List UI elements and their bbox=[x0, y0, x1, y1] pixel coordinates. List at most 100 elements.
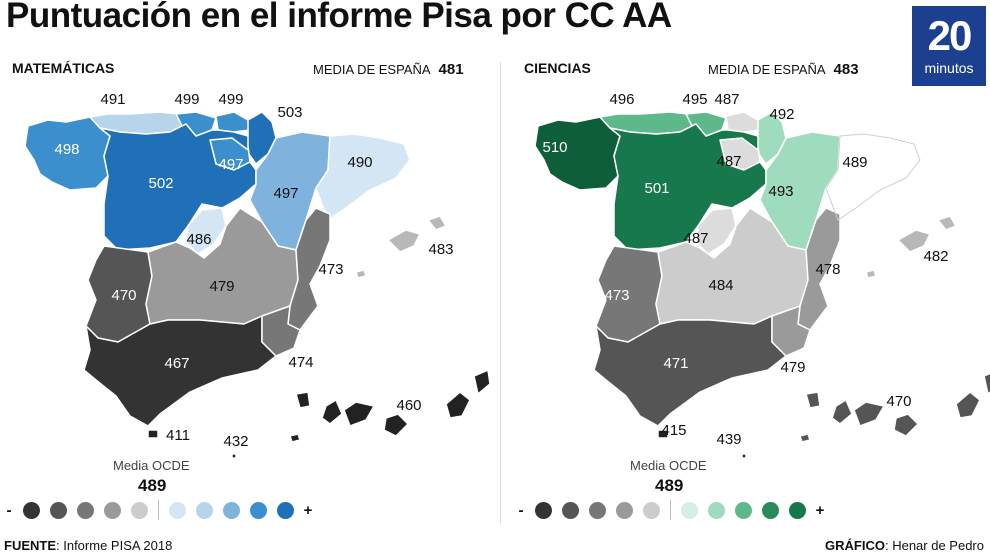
science-value-melilla: 439 bbox=[716, 431, 741, 448]
science-region-castilla-y-leon bbox=[609, 123, 767, 251]
math-value-melilla: 432 bbox=[223, 433, 248, 450]
math-scale-minus: - bbox=[6, 501, 12, 519]
science-media-label: MEDIA DE ESPAÑA bbox=[708, 62, 826, 77]
science-region-cataluna bbox=[825, 133, 921, 221]
source-text: : Informe PISA 2018 bbox=[56, 538, 173, 553]
math-value-comunidad-valenciana: 473 bbox=[318, 261, 343, 278]
science-scale-gray-dot bbox=[616, 501, 633, 519]
math-heading: MATEMÁTICAS bbox=[12, 60, 115, 76]
science-scale-gray-dot bbox=[562, 501, 579, 519]
math-region-cataluna bbox=[315, 133, 411, 221]
science-value-castilla-y-leon: 501 bbox=[644, 180, 669, 197]
science-ocde-value: 489 bbox=[655, 476, 684, 495]
science-value-islas-baleares: 482 bbox=[923, 248, 948, 265]
science-value-la-rioja: 487 bbox=[716, 153, 741, 170]
science-region-outline-cataluna bbox=[825, 133, 921, 221]
science-scale-color-dot bbox=[708, 501, 725, 519]
math-region-madrid bbox=[185, 207, 227, 255]
science-scale-color-dot bbox=[681, 501, 698, 519]
science-scale-gray-dot bbox=[589, 501, 606, 519]
math-value-murcia: 474 bbox=[288, 354, 313, 371]
math-value-navarra: 503 bbox=[277, 104, 302, 121]
science-media-value: 483 bbox=[833, 61, 859, 78]
math-media-value: 481 bbox=[438, 61, 464, 78]
math-scale-plus: + bbox=[303, 501, 313, 519]
science-value-extremadura: 473 bbox=[604, 287, 629, 304]
science-value-canarias: 470 bbox=[886, 393, 911, 410]
science-value-castilla-la-mancha: 484 bbox=[708, 277, 733, 294]
math-scale-color-dot bbox=[169, 501, 186, 519]
math-scale-gray-dot bbox=[50, 501, 67, 519]
math-scale-color-dot bbox=[277, 501, 294, 519]
math-region-comunidad-valenciana bbox=[287, 207, 331, 331]
footer-source: FUENTE: Informe PISA 2018 bbox=[4, 538, 172, 553]
science-region-madrid bbox=[695, 207, 737, 255]
math-media-espana: MEDIA DE ESPAÑA 481 bbox=[313, 61, 464, 78]
science-map: 510 496 495 487 492 487 501 493 489 487 473 484 478 4… bbox=[534, 91, 990, 459]
logo-word: minutos bbox=[924, 60, 974, 76]
science-region-islas-baleares bbox=[865, 215, 957, 279]
science-value-aragon: 493 bbox=[768, 183, 793, 200]
math-value-islas-baleares: 483 bbox=[428, 241, 453, 258]
science-value-navarra: 492 bbox=[769, 106, 794, 123]
logo-number: 20 bbox=[927, 12, 973, 59]
math-value-la-rioja: 497 bbox=[218, 156, 243, 173]
math-map: 498 491 499 499 503 497 502 497 490 486 470 479 473 4… bbox=[24, 91, 491, 459]
science-region-andalucia bbox=[593, 315, 787, 427]
math-color-scale: - + bbox=[0, 498, 317, 522]
science-region-pais-vasco bbox=[725, 111, 761, 133]
panel-divider bbox=[500, 62, 501, 524]
science-value-cantabria: 495 bbox=[682, 91, 707, 108]
science-scale-minus: - bbox=[518, 501, 524, 519]
science-ocde-label: Media OCDE bbox=[630, 458, 707, 473]
science-color-scale: - + bbox=[512, 498, 829, 522]
math-scale-gray-dot bbox=[23, 501, 40, 519]
science-value-cataluna: 489 bbox=[842, 154, 867, 171]
math-value-ceuta: 411 bbox=[166, 427, 190, 444]
math-scale-color-dot bbox=[223, 501, 240, 519]
science-value-pais-vasco: 487 bbox=[714, 91, 739, 108]
math-region-pais-vasco bbox=[215, 111, 251, 133]
science-value-murcia: 479 bbox=[780, 359, 805, 376]
logo-20minutos: 20 minutos bbox=[912, 6, 986, 86]
graphic-text: : Henar de Pedro bbox=[884, 538, 984, 553]
math-value-castilla-y-leon: 502 bbox=[148, 175, 173, 192]
science-region-comunidad-valenciana bbox=[797, 207, 841, 331]
math-value-castilla-la-mancha: 479 bbox=[209, 278, 234, 295]
math-value-pais-vasco: 499 bbox=[218, 91, 243, 108]
math-value-cantabria: 499 bbox=[174, 91, 199, 108]
science-scale-gray-dot bbox=[535, 501, 552, 519]
math-scale-separator bbox=[158, 500, 159, 520]
math-region-andalucia bbox=[83, 315, 277, 427]
science-value-madrid: 487 bbox=[683, 230, 708, 247]
math-scale-gray-dot bbox=[77, 501, 94, 519]
math-region-castilla-y-leon bbox=[99, 123, 257, 251]
math-ocde-label: Media OCDE bbox=[113, 458, 190, 473]
math-media-label: MEDIA DE ESPAÑA bbox=[313, 62, 431, 77]
math-ocde-value: 489 bbox=[138, 476, 167, 495]
math-scale-gray-dot bbox=[131, 501, 148, 519]
science-value-ceuta: 415 bbox=[661, 422, 686, 439]
math-value-cataluna: 490 bbox=[347, 154, 372, 171]
chart-title: Puntuación en el informe Pisa por CC AA bbox=[6, 0, 672, 35]
graphic-label: GRÁFICO bbox=[825, 538, 885, 553]
science-region-murcia bbox=[771, 305, 811, 357]
science-scale-color-dot bbox=[735, 501, 752, 519]
science-value-asturias: 496 bbox=[609, 91, 634, 108]
science-region-melilla bbox=[741, 453, 747, 459]
footer-graphic: GRÁFICO: Henar de Pedro bbox=[825, 538, 984, 553]
math-value-extremadura: 470 bbox=[111, 287, 136, 304]
math-value-asturias: 491 bbox=[100, 91, 125, 108]
math-value-madrid: 486 bbox=[186, 231, 211, 248]
science-scale-plus: + bbox=[815, 501, 825, 519]
science-value-andalucia: 471 bbox=[663, 355, 688, 372]
science-scale-color-dot bbox=[789, 501, 806, 519]
science-scale-separator bbox=[670, 500, 671, 520]
math-region-ceuta bbox=[147, 429, 159, 439]
science-heading: CIENCIAS bbox=[524, 60, 591, 76]
math-region-canarias bbox=[289, 369, 491, 443]
science-region-canarias bbox=[799, 372, 990, 443]
math-scale-color-dot bbox=[250, 501, 267, 519]
science-media-espana: MEDIA DE ESPAÑA 483 bbox=[708, 61, 859, 78]
math-region-murcia bbox=[261, 305, 301, 357]
